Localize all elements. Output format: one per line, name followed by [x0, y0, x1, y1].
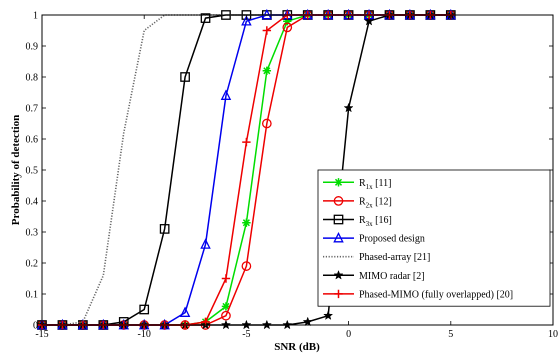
data-point [241, 15, 252, 26]
y-tick-label: 0.5 [26, 166, 39, 177]
data-point [179, 306, 191, 317]
legend-label-main: R [359, 215, 366, 226]
legend-item: Proposed design [323, 231, 425, 245]
legend-label-subscript: 1x [366, 183, 374, 191]
data-point [302, 316, 313, 327]
data-point [200, 13, 211, 23]
legend-label-main: Phased-MIMO (fully overlapped) [20] [359, 289, 513, 300]
data-point [334, 289, 343, 299]
legend-label: Phased-array [21] [359, 252, 430, 263]
data-point [159, 224, 170, 234]
data-point [220, 89, 232, 100]
data-point [221, 274, 231, 283]
data-point [262, 26, 272, 35]
axes: -15 -10 -5 0 5 10 0 0.1 0.2 0.3 0.4 0.5 0.6 0.7 0.8 0.9… [26, 11, 558, 341]
legend-label-suffix: [11] [373, 178, 392, 189]
data-point [363, 15, 375, 26]
legend-label-suffix: [12] [373, 196, 392, 207]
data-point [221, 302, 231, 311]
data-point [241, 261, 252, 271]
legend-box [317, 169, 551, 307]
y-tick-label: 0.1 [26, 290, 39, 301]
legend-label: Phased-MIMO (fully overlapped) [20] [359, 289, 513, 300]
legend-item: Phased-array [21] [323, 252, 430, 263]
legend-label: MIMO radar [2] [359, 271, 425, 282]
legend-label-main: R [359, 196, 366, 207]
legend-label: R2x [12] [359, 196, 392, 209]
legend-label: Proposed design [359, 234, 425, 245]
data-point [333, 269, 344, 280]
data-point [262, 66, 272, 75]
legend-label-main: R [359, 178, 366, 189]
y-tick-label: 0 [33, 321, 38, 332]
legend-item: R1x [11] [323, 178, 391, 191]
data-point [242, 137, 251, 147]
x-axis-title: SNR (dB) [274, 341, 320, 353]
data-point [283, 17, 292, 26]
y-tick-label: 0.2 [26, 259, 39, 270]
legend-label: R1x [11] [359, 178, 391, 191]
data-point [333, 231, 344, 243]
data-point [282, 22, 293, 33]
data-point [333, 214, 344, 225]
data-point [242, 218, 251, 227]
data-point [180, 72, 190, 82]
x-tick-label: 5 [448, 329, 453, 340]
y-tick-label: 0.3 [26, 228, 39, 239]
x-tick-label: -15 [35, 329, 48, 340]
legend-label-suffix: [16] [373, 215, 392, 226]
legend-label: R3x [16] [359, 215, 392, 228]
legend-label-main: Phased-array [21] [359, 252, 430, 263]
legend-item: R3x [16] [323, 214, 392, 228]
legend-item: MIMO radar [2] [323, 269, 425, 282]
y-axis-title: Probability of detection [10, 115, 22, 225]
legend-label-subscript: 3x [366, 220, 374, 228]
legend-label-subscript: 2x [366, 201, 374, 209]
data-point [334, 178, 343, 187]
legend-label-main: MIMO radar [2] [359, 271, 425, 282]
x-tick-label: -5 [242, 329, 250, 340]
legend-item: Phased-MIMO (fully overlapped) [20] [323, 289, 513, 300]
y-tick-label: 0.4 [26, 197, 39, 208]
data-point [343, 102, 354, 113]
x-tick-label: 10 [548, 329, 558, 340]
x-tick-label: 0 [346, 329, 351, 340]
y-tick-label: 0.9 [26, 42, 39, 53]
legend-label-main: Proposed design [359, 234, 425, 245]
y-tick-label: 0.6 [26, 135, 39, 146]
data-point [333, 196, 344, 206]
y-tick-label: 0.8 [26, 73, 39, 84]
x-tick-label: -10 [138, 329, 151, 340]
data-point [139, 304, 150, 315]
legend-item: R2x [12] [323, 196, 392, 209]
data-point [323, 310, 334, 321]
y-tick-label: 1 [33, 11, 38, 22]
y-tick-label: 0.7 [26, 104, 39, 115]
data-point [261, 118, 272, 129]
data-point [200, 238, 211, 249]
legend: R1x [11]R2x [12]R3x [16]Proposed designP… [317, 169, 551, 307]
